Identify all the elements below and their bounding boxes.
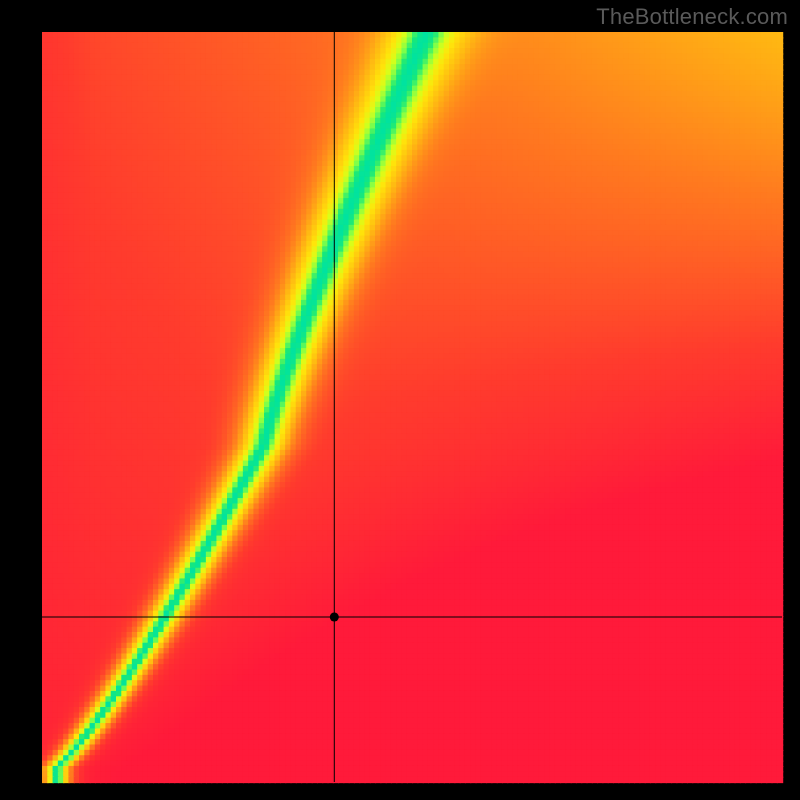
watermark-text: TheBottleneck.com: [596, 4, 788, 30]
bottleneck-heatmap: [0, 0, 800, 800]
